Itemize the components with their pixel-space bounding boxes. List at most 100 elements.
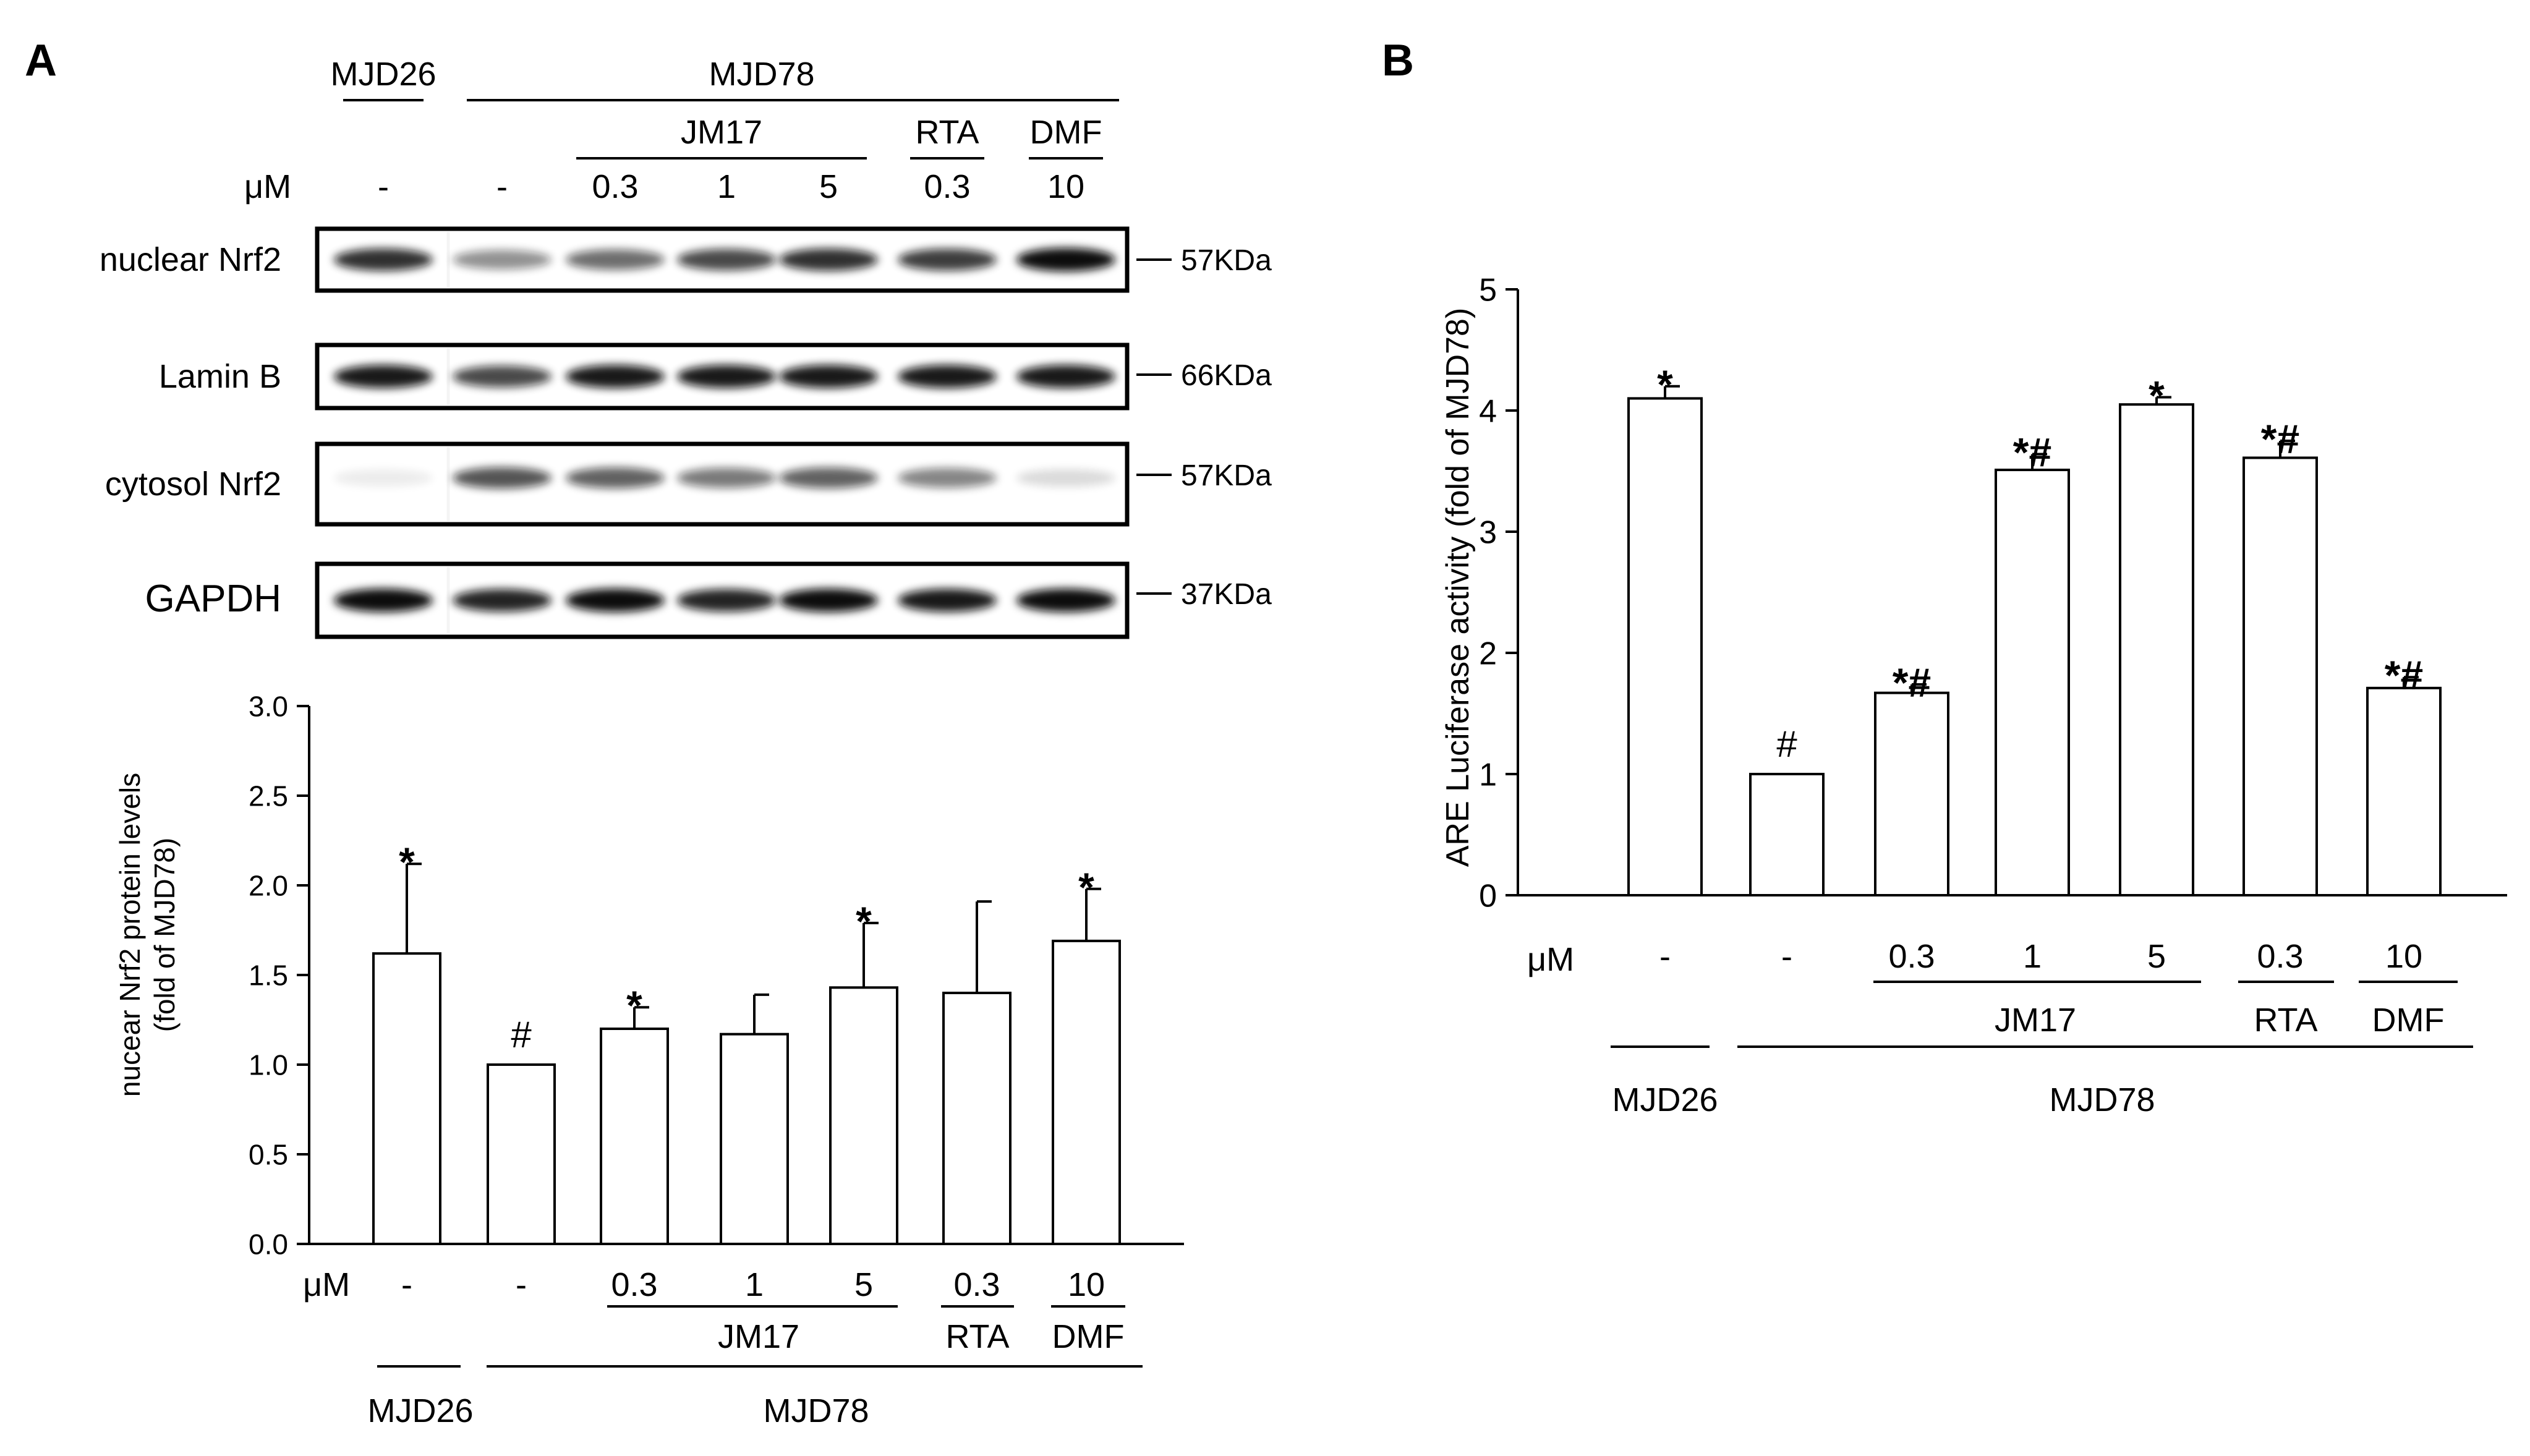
x-category-label: 1 bbox=[745, 1266, 764, 1303]
chart-b-group-mjd78: MJD78 bbox=[2049, 1081, 2155, 1118]
panel-b-letter: B bbox=[1382, 36, 1414, 85]
significance-mark: # bbox=[511, 1014, 532, 1055]
chart-b-group-jm17: JM17 bbox=[1995, 1002, 2076, 1039]
significance-mark: * bbox=[399, 839, 415, 885]
y-tick-label: 2.5 bbox=[249, 780, 288, 812]
blot-group-mjd26: MJD26 bbox=[330, 56, 436, 93]
x-category-label: 10 bbox=[2385, 938, 2422, 975]
bar bbox=[829, 986, 898, 1246]
significance-mark: * bbox=[1078, 864, 1094, 910]
significance-mark: *# bbox=[1893, 660, 1931, 705]
blot-row-name: cytosol Nrf2 bbox=[105, 466, 281, 503]
chart-a-conc-label: μM bbox=[303, 1266, 350, 1303]
blot-row-3: GAPDH 37KDa bbox=[145, 561, 1272, 639]
y-tick-label: 3 bbox=[1479, 515, 1497, 551]
x-category-label: 0.3 bbox=[1888, 938, 1935, 975]
blot-lane-conc-6: 10 bbox=[1047, 168, 1084, 205]
y-tick-label: 1 bbox=[1479, 757, 1497, 793]
bar bbox=[942, 992, 1012, 1245]
chart-a-group-dmf: DMF bbox=[1052, 1318, 1125, 1355]
x-category-label: 5 bbox=[854, 1266, 873, 1303]
chart-b-group-mjd26: MJD26 bbox=[1612, 1081, 1718, 1118]
blot-band bbox=[334, 589, 433, 612]
blot-band bbox=[334, 365, 433, 388]
blot-lane-conc-3: 1 bbox=[717, 168, 736, 205]
x-category-label: 0.3 bbox=[611, 1266, 657, 1303]
blot-band bbox=[1016, 469, 1115, 487]
blot-band bbox=[898, 468, 997, 488]
chart-a-group-mjd26: MJD26 bbox=[367, 1392, 473, 1429]
blot-band bbox=[779, 467, 878, 488]
chart-a-ylabel-line2: (fold of MJD78) bbox=[148, 838, 181, 1032]
blot-row-mw: 66KDa bbox=[1181, 359, 1272, 392]
y-tick-label: 1.5 bbox=[249, 960, 288, 992]
bar bbox=[1627, 397, 1703, 896]
chart-b-conc-label: μM bbox=[1527, 941, 1574, 978]
x-category-label: 1 bbox=[2023, 938, 2042, 975]
blot-row-mw: 57KDa bbox=[1181, 459, 1272, 492]
bar bbox=[1052, 939, 1121, 1246]
blot-row-name: nuclear Nrf2 bbox=[100, 241, 281, 278]
blot-band bbox=[453, 365, 552, 388]
chart-b: ARE Luciferase activity (fold of MJD78) … bbox=[1440, 273, 2507, 1118]
blot-band bbox=[334, 469, 433, 487]
significance-mark: # bbox=[1776, 723, 1797, 765]
blot-band bbox=[779, 365, 878, 388]
x-category-label: 0.3 bbox=[953, 1266, 1000, 1303]
blot-band bbox=[453, 589, 552, 612]
bar bbox=[2366, 686, 2442, 896]
blot-band bbox=[898, 365, 997, 388]
y-tick-label: 0.5 bbox=[249, 1139, 288, 1171]
blot-band bbox=[898, 589, 997, 612]
significance-mark: * bbox=[856, 898, 872, 944]
chart-a-group-mjd78: MJD78 bbox=[763, 1392, 869, 1429]
blot-band bbox=[1016, 589, 1115, 612]
blot-band bbox=[566, 467, 665, 488]
blot-header: MJD26 MJD78 JM17 RTA DMF μM - - 0.3 1 5 0.3 10 bbox=[244, 56, 1119, 205]
blot-group-rta: RTA bbox=[915, 114, 979, 151]
blot-row-mw: 57KDa bbox=[1181, 244, 1272, 277]
significance-mark: * bbox=[2149, 372, 2165, 418]
x-category-label: 10 bbox=[1068, 1266, 1105, 1303]
x-category-label: - bbox=[401, 1266, 412, 1303]
bar bbox=[372, 952, 441, 1245]
significance-mark: *# bbox=[2385, 652, 2423, 698]
significance-mark: *# bbox=[2261, 416, 2299, 462]
chart-a-ylabel-line1: nucear Nrf2 protein levels bbox=[114, 773, 146, 1097]
x-category-label: - bbox=[1659, 938, 1671, 975]
western-blot: nuclear Nrf2 57KDa Lamin B 66KDa cytosol Nrf… bbox=[100, 226, 1272, 639]
blot-band bbox=[453, 467, 552, 489]
blot-band bbox=[566, 249, 665, 270]
y-tick-label: 2 bbox=[1479, 636, 1497, 672]
chart-a: nucear Nrf2 protein levels (fold of MJD7… bbox=[114, 691, 1184, 1429]
bar bbox=[720, 1032, 789, 1245]
blot-band bbox=[677, 467, 776, 488]
blot-group-jm17: JM17 bbox=[681, 114, 762, 151]
chart-a-group-jm17: JM17 bbox=[718, 1318, 799, 1355]
significance-mark: * bbox=[1657, 362, 1673, 407]
bar bbox=[1874, 691, 1949, 897]
blot-row-name: GAPDH bbox=[145, 577, 281, 620]
bar bbox=[1995, 469, 2070, 896]
y-tick-label: 3.0 bbox=[249, 691, 288, 723]
bar bbox=[1749, 773, 1825, 896]
blot-row-1: Lamin B 66KDa bbox=[159, 343, 1272, 411]
chart-b-group-rta: RTA bbox=[2254, 1002, 2317, 1039]
y-tick-label: 2.0 bbox=[249, 870, 288, 902]
bar bbox=[2242, 456, 2318, 896]
blot-row-mw: 37KDa bbox=[1181, 578, 1272, 611]
significance-mark: *# bbox=[2013, 430, 2051, 475]
blot-band bbox=[779, 248, 878, 271]
x-category-label: 0.3 bbox=[2257, 938, 2303, 975]
blot-band bbox=[1016, 248, 1115, 271]
chart-b-group-dmf: DMF bbox=[2372, 1002, 2445, 1039]
blot-row-0: nuclear Nrf2 57KDa bbox=[100, 226, 1272, 293]
blot-band bbox=[334, 248, 433, 271]
y-tick-label: 0.0 bbox=[249, 1228, 288, 1261]
y-tick-label: 0 bbox=[1479, 879, 1497, 914]
x-category-label: - bbox=[1781, 938, 1792, 975]
blot-band bbox=[566, 589, 665, 612]
blot-group-mjd78: MJD78 bbox=[709, 56, 814, 93]
blot-band bbox=[779, 589, 878, 612]
